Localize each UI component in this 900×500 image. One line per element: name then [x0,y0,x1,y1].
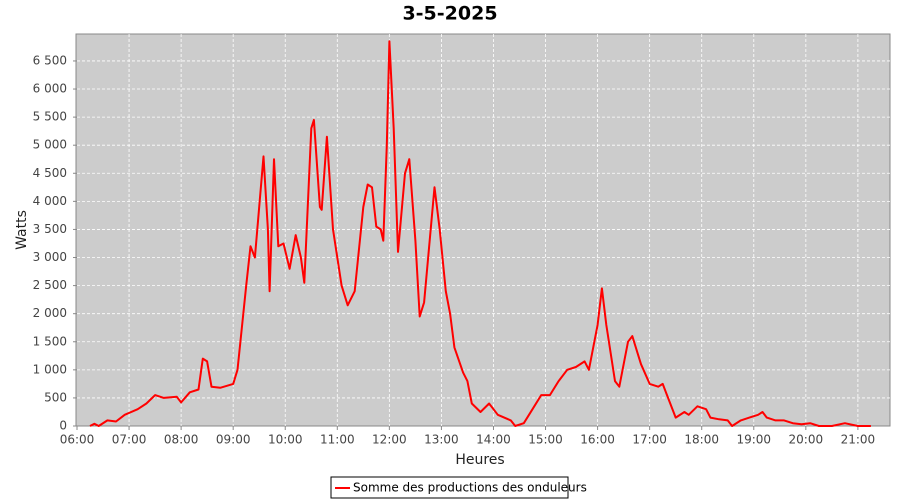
y-tick-label: 0 [59,419,67,433]
chart-title: 3-5-2025 [402,3,497,25]
legend: Somme des productions des onduleurs [330,476,587,499]
x-tick-label: 19:00 [736,433,771,447]
x-tick-label: 21:00 [841,433,876,447]
y-tick-label: 3 500 [33,222,67,236]
y-tick-label: 5 000 [33,138,67,152]
legend-label: Somme des productions des onduleurs [353,481,587,495]
y-axis-title: Watts [14,210,30,250]
legend-box [330,476,569,499]
y-tick-label: 6 000 [33,82,67,96]
x-tick-label: 10:00 [268,433,303,447]
y-tick-label: 5 500 [33,110,67,124]
x-tick-label: 16:00 [580,433,615,447]
x-tick-label: 12:00 [372,433,407,447]
x-tick-label: 06:00 [60,433,95,447]
y-tick-label: 2 000 [33,306,67,320]
x-tick-label: 08:00 [164,433,199,447]
x-axis-title: Heures [455,452,504,468]
y-tick-label: 1 500 [33,334,67,348]
y-tick-label: 500 [44,390,67,404]
y-tick-label: 6 500 [33,53,67,67]
series-line [89,40,871,427]
y-tick-label: 4 000 [33,194,67,208]
x-tick-label: 07:00 [112,433,147,447]
x-tick-label: 13:00 [424,433,459,447]
y-tick-label: 2 500 [33,278,67,292]
x-tick-label: 18:00 [684,433,719,447]
plot-area [75,33,891,427]
x-tick-label: 15:00 [528,433,563,447]
x-tick-label: 17:00 [632,433,667,447]
y-tick-label: 4 500 [33,166,67,180]
y-tick-label: 3 000 [33,250,67,264]
x-tick-label: 20:00 [789,433,824,447]
y-tick-label: 1 000 [33,362,67,376]
x-tick-label: 11:00 [320,433,355,447]
x-tick-label: 09:00 [216,433,251,447]
x-tick-label: 14:00 [476,433,511,447]
